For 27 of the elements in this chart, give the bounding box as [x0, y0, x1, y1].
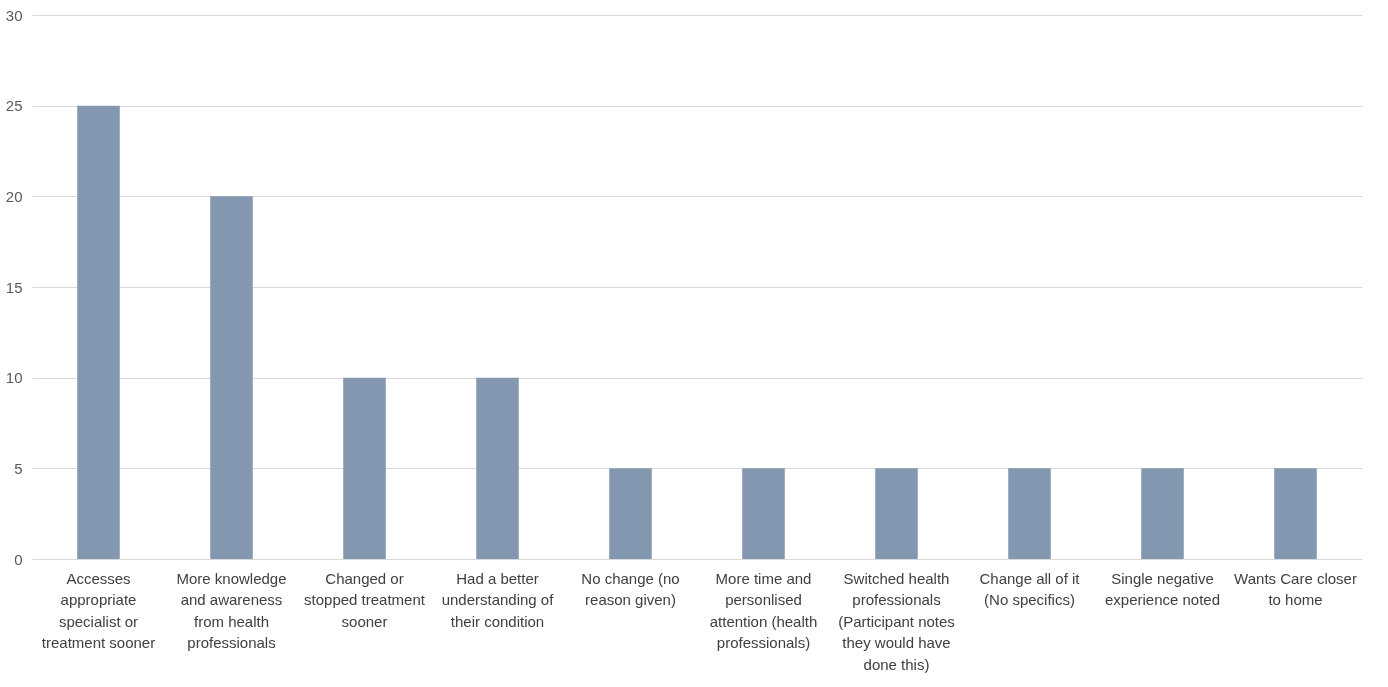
- x-tick-label: Wants Care closer to home: [1234, 569, 1357, 608]
- x-tick-label: Changed or stopped treatment sooner: [304, 569, 426, 630]
- bar: [476, 377, 519, 559]
- bar: [1008, 468, 1051, 559]
- y-tick-label: 30: [5, 6, 23, 24]
- y-tick-label: 5: [14, 459, 23, 477]
- y-tick-label: 0: [14, 550, 23, 568]
- y-tick-label: 20: [5, 187, 23, 205]
- bar: [1274, 468, 1317, 559]
- x-tick-label: Had a better understanding of their condition: [441, 569, 555, 630]
- x-tick-label: More knowledge and awareness from health professionals: [176, 569, 287, 651]
- bar: [742, 468, 785, 559]
- x-tick-label: More time and personlised attention (health professionals): [709, 569, 818, 651]
- y-tick-label: 25: [5, 97, 23, 115]
- y-tick-label: 15: [5, 278, 23, 296]
- y-tick-label: 10: [5, 369, 23, 387]
- x-tick-label: No change (no reason given): [581, 569, 680, 608]
- x-tick-label: Switched health professionals (Participant notes they would have done this): [838, 569, 955, 673]
- bar: [343, 377, 386, 559]
- bar: [1141, 468, 1184, 559]
- x-tick-label: Single negative experience noted: [1104, 569, 1221, 608]
- x-tick-label: Accesses appropriate specialist or treatment sooner: [41, 569, 156, 651]
- bar: [609, 468, 652, 559]
- bar: [875, 468, 918, 559]
- x-tick-label: Change all of it (No specifics): [979, 569, 1081, 608]
- bar: [77, 105, 120, 559]
- bar: [210, 196, 253, 559]
